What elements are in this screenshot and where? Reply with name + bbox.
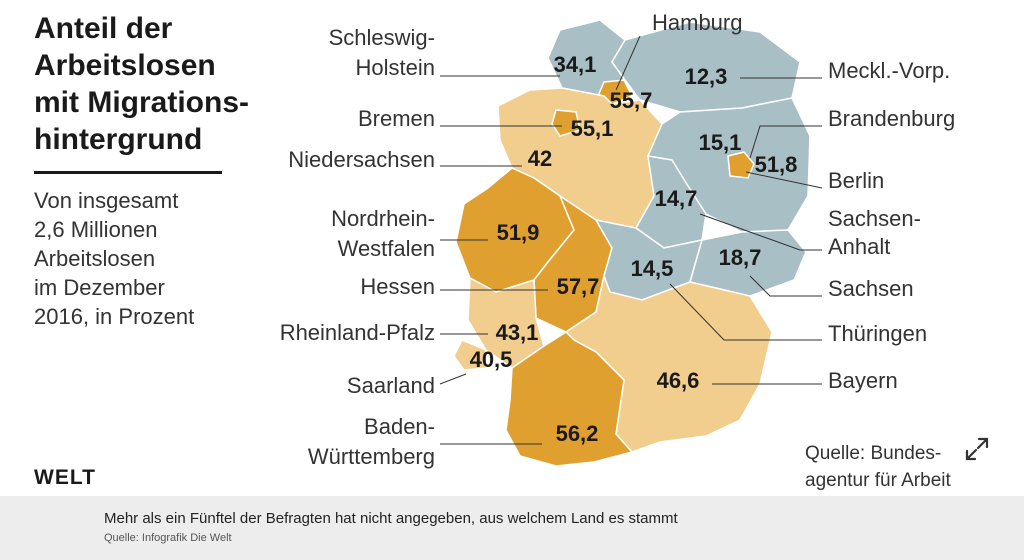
state-value-hh: 55,7 [610,88,653,113]
state-region-bw [505,331,634,467]
leader-line-sl [439,373,467,385]
leader-line-st [699,213,822,251]
leader-line-hh [615,35,641,91]
state-value-he: 57,7 [557,274,600,299]
state-name-he: Hessen [360,274,435,299]
state-value-hb: 55,1 [571,116,614,141]
state-region-hb [551,109,581,137]
state-value-be: 51,8 [755,152,798,177]
state-name-nw: Westfalen [338,236,435,261]
infographic-title: Anteil der Arbeitslosen mit Migrations- … [34,12,249,156]
state-name-hh: Hamburg [652,10,742,35]
leader-line-th [669,283,822,341]
state-name-ni: Niedersachsen [288,147,435,172]
state-name-by: Bayern [828,368,898,393]
state-name-mv: Meckl.-Vorp. [828,58,950,83]
state-name-rp: Rheinland-Pfalz [280,320,435,345]
state-name-be: Berlin [828,168,884,193]
state-value-sn: 18,7 [719,245,762,270]
state-name-sh: Holstein [356,55,435,80]
state-name-th: Thüringen [828,321,927,346]
state-name-bb: Brandenburg [828,106,955,131]
state-value-th: 14,5 [631,256,674,281]
state-value-sl: 40,5 [470,347,513,372]
state-value-bb: 15,1 [699,130,742,155]
state-value-by: 46,6 [657,368,700,393]
state-value-ni: 42 [528,146,552,171]
state-name-bw: Baden- [364,414,435,439]
leader-line-sn [749,275,822,297]
caption-source: Quelle: Infografik Die Welt [104,532,232,544]
state-region-be [727,151,755,179]
state-value-nw: 51,9 [497,220,540,245]
title-divider [34,171,222,174]
source-note: Quelle: Bundes- agentur für Arbeit [805,443,951,491]
state-region-sl [453,339,487,371]
infographic: Anteil der Arbeitslosen mit Migrations- … [34,10,990,491]
state-value-rp: 43,1 [496,320,539,345]
infographic-subtitle: Von insgesamt 2,6 Millionen Arbeitslosen… [34,188,195,329]
state-name-sh: Schleswig- [329,25,435,50]
state-name-st: Anhalt [828,234,890,259]
caption-bar: Mehr als ein Fünftel der Befragten hat n… [0,496,1024,560]
state-name-sn: Sachsen [828,276,914,301]
caption-text: Mehr als ein Fünftel der Befragten hat n… [104,510,678,527]
welt-logo: WELT [34,466,96,489]
state-name-sl: Saarland [347,373,435,398]
state-value-st: 14,7 [655,186,698,211]
state-name-nw: Nordrhein- [331,206,435,231]
expand-icon[interactable] [964,436,990,462]
state-name-st: Sachsen- [828,206,921,231]
leader-line-bb [749,125,822,159]
state-name-bw: Württemberg [308,444,435,469]
state-value-sh: 34,1 [554,52,597,77]
state-value-bw: 56,2 [556,421,599,446]
state-name-hb: Bremen [358,106,435,131]
germany-map: Schleswig- Holstein Hamburg Meckl.-Vorp. Bre… [280,10,956,469]
leader-line-be [745,171,823,189]
state-value-mv: 12,3 [685,64,728,89]
